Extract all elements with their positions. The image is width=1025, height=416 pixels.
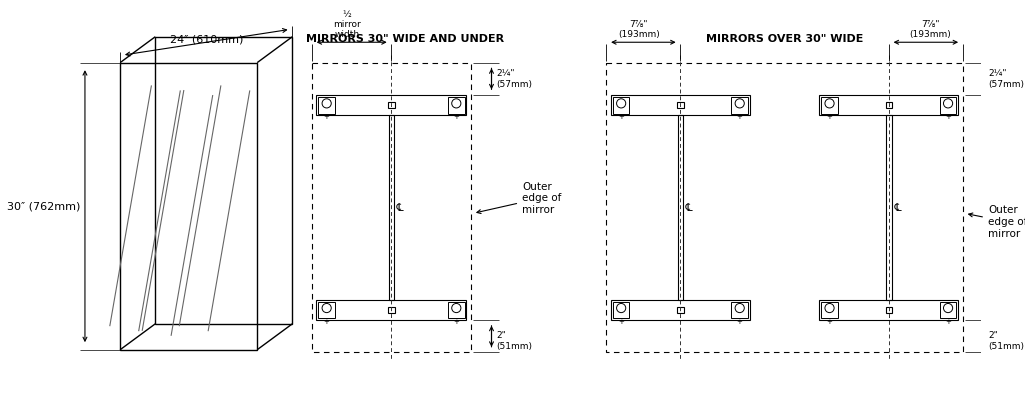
- Bar: [886, 102, 892, 109]
- Text: 2"
(51mm): 2" (51mm): [988, 331, 1024, 351]
- Text: +: +: [453, 114, 459, 121]
- Bar: [678, 115, 684, 300]
- Bar: [319, 97, 335, 114]
- Bar: [120, 63, 257, 350]
- Bar: [388, 102, 395, 109]
- Text: 2"
(51mm): 2" (51mm): [496, 331, 532, 351]
- Text: +: +: [618, 114, 624, 121]
- Text: +: +: [737, 114, 743, 121]
- Text: 24″ (610mm): 24″ (610mm): [169, 34, 243, 44]
- Bar: [317, 300, 466, 320]
- Bar: [388, 307, 395, 313]
- Text: +: +: [324, 114, 330, 121]
- Text: MIRRORS OVER 30" WIDE: MIRRORS OVER 30" WIDE: [706, 34, 863, 44]
- Bar: [156, 37, 292, 324]
- Bar: [940, 302, 956, 318]
- Text: 2¼"
(57mm): 2¼" (57mm): [988, 69, 1024, 89]
- Bar: [886, 115, 892, 300]
- Bar: [732, 97, 748, 114]
- Text: 2¼"
(57mm): 2¼" (57mm): [496, 69, 532, 89]
- Text: +: +: [324, 319, 330, 325]
- Text: 7⅞"
(193mm): 7⅞" (193mm): [618, 20, 660, 40]
- Bar: [448, 97, 464, 114]
- Text: 30″ (762mm): 30″ (762mm): [7, 201, 80, 211]
- Bar: [821, 97, 837, 114]
- Bar: [613, 302, 629, 318]
- Bar: [886, 307, 892, 313]
- Text: +: +: [945, 114, 951, 121]
- Bar: [821, 302, 837, 318]
- Bar: [678, 102, 684, 109]
- Bar: [732, 302, 748, 318]
- Bar: [819, 95, 958, 115]
- Text: +: +: [826, 319, 832, 325]
- Text: MIRRORS 30" WIDE AND UNDER: MIRRORS 30" WIDE AND UNDER: [306, 34, 504, 44]
- Bar: [319, 302, 335, 318]
- Text: ℄: ℄: [893, 203, 902, 213]
- Bar: [611, 300, 750, 320]
- Bar: [611, 95, 750, 115]
- Text: +: +: [737, 319, 743, 325]
- Bar: [940, 97, 956, 114]
- Text: Outer
edge of
mirror: Outer edge of mirror: [522, 182, 562, 215]
- Bar: [819, 300, 958, 320]
- Text: ½
mirror
width: ½ mirror width: [333, 10, 361, 40]
- Text: +: +: [826, 114, 832, 121]
- Text: Outer
edge of
mirror: Outer edge of mirror: [988, 206, 1025, 239]
- Bar: [388, 115, 395, 300]
- Text: +: +: [453, 319, 459, 325]
- Text: ℄: ℄: [396, 203, 405, 213]
- Text: +: +: [618, 319, 624, 325]
- Bar: [448, 302, 464, 318]
- Bar: [312, 63, 472, 352]
- Text: 7⅞"
(193mm): 7⅞" (193mm): [909, 20, 951, 40]
- Bar: [678, 307, 684, 313]
- Bar: [613, 97, 629, 114]
- Bar: [607, 63, 962, 352]
- Bar: [317, 95, 466, 115]
- Text: +: +: [945, 319, 951, 325]
- Text: ℄: ℄: [684, 203, 694, 213]
